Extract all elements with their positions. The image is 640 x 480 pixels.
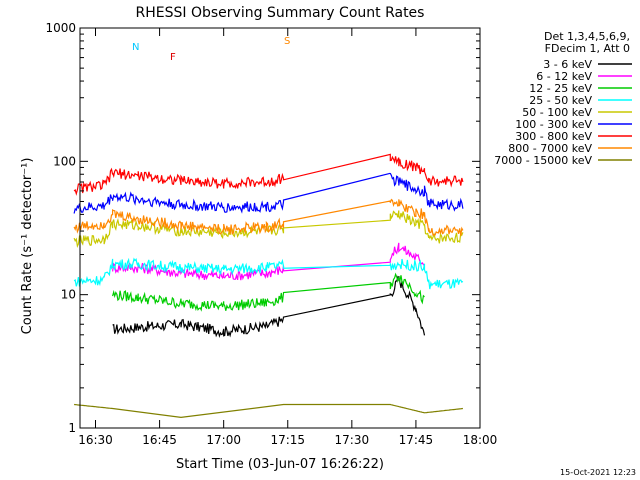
series-line-9 <box>74 403 463 419</box>
legend-label-9: 7000 - 15000 keV <box>494 154 592 167</box>
x-axis-label: Start Time (03-Jun-07 16:26:22) <box>176 457 384 472</box>
y-tick-label: 1 <box>68 421 76 435</box>
annotation-n: N <box>132 42 139 53</box>
series-line-7 <box>73 153 464 196</box>
chart-title: RHESSI Observing Summary Count Rates <box>136 5 425 21</box>
axes: 1 10 100 1000 16:30 16:45 17:00 17:15 17:30 17:45… <box>45 21 497 447</box>
x-tick-label: 18:00 <box>463 433 498 447</box>
legend-label-3: 12 - 25 keV <box>529 82 592 95</box>
y-tick-label: 10 <box>61 288 76 302</box>
x-tick-label: 16:30 <box>78 433 113 447</box>
series-line-3 <box>112 272 425 312</box>
legend-label-4: 25 - 50 keV <box>529 94 592 107</box>
series-line-8 <box>73 198 464 237</box>
legend-header-1: Det 1,3,4,5,6,9, <box>544 30 630 43</box>
timestamp: 15-Oct-2021 12:23 <box>560 468 636 477</box>
annotation-f: F <box>170 52 176 63</box>
x-tick-label: 17:15 <box>270 433 305 447</box>
x-tick-label: 17:45 <box>399 433 434 447</box>
legend-label-5: 50 - 100 keV <box>522 106 592 119</box>
legend: Det 1,3,4,5,6,9,FDecim 1, Att 0 3 - 6 keV… <box>494 30 632 167</box>
plot-area: N F S <box>73 36 464 419</box>
y-tick-label: 100 <box>53 154 76 168</box>
legend-label-6: 100 - 300 keV <box>515 118 592 131</box>
legend-label-2: 6 - 12 keV <box>536 70 592 83</box>
series-line-6 <box>73 172 464 214</box>
legend-label-7: 300 - 800 keV <box>515 130 592 143</box>
series-line-4 <box>73 257 464 290</box>
legend-label-8: 800 - 7000 keV <box>508 142 592 155</box>
series-line-1 <box>112 275 426 338</box>
legend-header-2: FDecim 1, Att 0 <box>545 42 630 55</box>
plot-frame <box>79 27 481 429</box>
x-tick-label: 16:45 <box>142 433 177 447</box>
y-tick-label: 1000 <box>45 21 76 35</box>
y-axis-label: Count Rate (s⁻¹ detector⁻¹) <box>20 158 35 335</box>
x-tick-label: 17:00 <box>206 433 241 447</box>
series-line-2 <box>112 242 425 281</box>
x-tick-label: 17:30 <box>335 433 370 447</box>
annotation-s: S <box>284 36 290 47</box>
legend-label-1: 3 - 6 keV <box>543 58 592 71</box>
